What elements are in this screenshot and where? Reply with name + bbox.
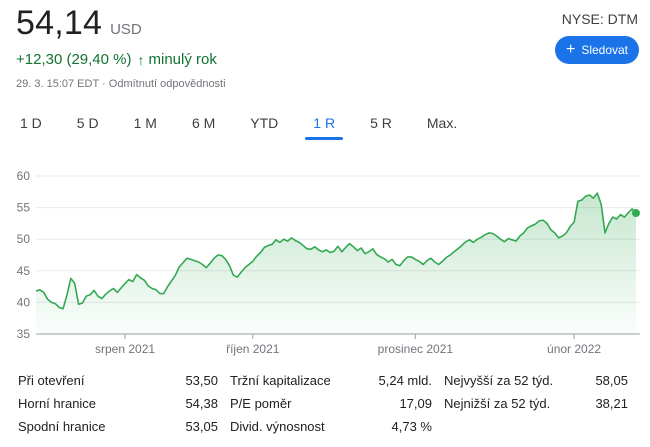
tab-1d[interactable]: 1 D [20, 115, 42, 131]
tab-ytd[interactable]: YTD [250, 115, 279, 131]
change-period: minulý rok [148, 51, 217, 68]
x-tick-label: únor 2022 [547, 342, 601, 356]
y-tick-label: 55 [17, 201, 31, 215]
price-chart-svg: 35 40 45 50 55 60 srpen 2021 říjen 2021 prosinec… [17, 169, 640, 356]
stat-label: P/E poměr [230, 396, 292, 411]
stat-label: Divid. výnosnost [230, 419, 325, 434]
y-tick-label: 60 [17, 169, 31, 183]
last-point-marker [632, 209, 640, 218]
tab-6m[interactable]: 6 M [191, 115, 216, 131]
chart-area-fill [36, 193, 636, 334]
timestamp: 29. 3. 15:07 EDT [16, 78, 99, 90]
stat-value: 5,24 mld. [378, 373, 432, 388]
stat-value: 4,73 % [391, 419, 432, 434]
plus-icon: + [565, 41, 576, 58]
stat-row: Nejnižší za 52 týd. 38,21 [444, 396, 640, 419]
tab-1m[interactable]: 1 M [133, 115, 157, 131]
stat-value: 54,38 [185, 396, 218, 411]
follow-button[interactable]: + Sledovat [555, 36, 639, 64]
tab-1r[interactable]: 1 R [305, 112, 343, 140]
quote-meta: 29. 3. 15:07 EDT · Odmítnutí odpovědnost… [16, 78, 226, 90]
y-tick-label: 35 [17, 327, 31, 341]
y-tick-label: 40 [17, 295, 31, 309]
x-tick-label: srpen 2021 [95, 342, 155, 356]
y-tick-label: 45 [17, 264, 31, 278]
stat-label: Nejvyšší za 52 týd. [444, 373, 554, 388]
exchange-ticker: NYSE: DTM [561, 11, 638, 27]
disclaimer-link[interactable]: Odmítnutí odpovědnosti [108, 78, 226, 90]
stat-value: 38,21 [595, 396, 628, 411]
stat-row: P/E poměr 17,09 [230, 396, 444, 419]
x-tick-label: prosinec 2021 [378, 342, 454, 356]
follow-label: Sledovat [581, 43, 629, 57]
range-tabs: 1 D 5 D 1 M 6 M YTD 1 R 5 R Max. [12, 112, 484, 140]
stat-row: Divid. výnosnost 4,73 % [230, 419, 444, 442]
stat-value: 58,05 [595, 373, 628, 388]
price-header: 54,14 USD [16, 4, 142, 43]
stat-row: Horní hranice 54,38 [18, 396, 230, 419]
stat-value: 53,05 [185, 419, 218, 434]
stat-label: Tržní kapitalizace [230, 373, 331, 388]
key-stats: Při otevření 53,50 Tržní kapitalizace 5,24 … [18, 373, 638, 442]
tab-5r[interactable]: 5 R [370, 115, 392, 131]
price-change: +12,30 (29,40 %) ↑ minulý rok [16, 51, 217, 68]
stat-label: Horní hranice [18, 396, 97, 411]
stat-value: 17,09 [399, 396, 432, 411]
current-price: 54,14 [16, 4, 103, 42]
series-line [35, 192, 637, 310]
stat-label: Nejnižší za 52 týd. [444, 396, 551, 411]
tab-5d[interactable]: 5 D [76, 115, 99, 131]
stat-row: Při otevření 53,50 [18, 373, 230, 396]
arrow-up-icon: ↑ [137, 51, 145, 68]
stat-row: Tržní kapitalizace 5,24 mld. [230, 373, 444, 396]
stat-row: Nejvyšší za 52 týd. 58,05 [444, 373, 640, 396]
y-tick-label: 50 [17, 232, 31, 246]
stat-row: Spodní hranice 53,05 [18, 419, 230, 442]
stat-value: 53,50 [185, 373, 218, 388]
stat-label: Spodní hranice [18, 419, 106, 434]
price-chart[interactable]: 35 40 45 50 55 60 srpen 2021 říjen 2021 prosinec… [0, 160, 650, 360]
x-tick-label: říjen 2021 [226, 342, 280, 356]
currency-label: USD [110, 21, 142, 38]
change-value: +12,30 (29,40 %) [16, 51, 132, 68]
tab-max[interactable]: Max. [426, 115, 458, 131]
separator-dot: · [102, 78, 109, 90]
stat-label: Při otevření [18, 373, 85, 388]
